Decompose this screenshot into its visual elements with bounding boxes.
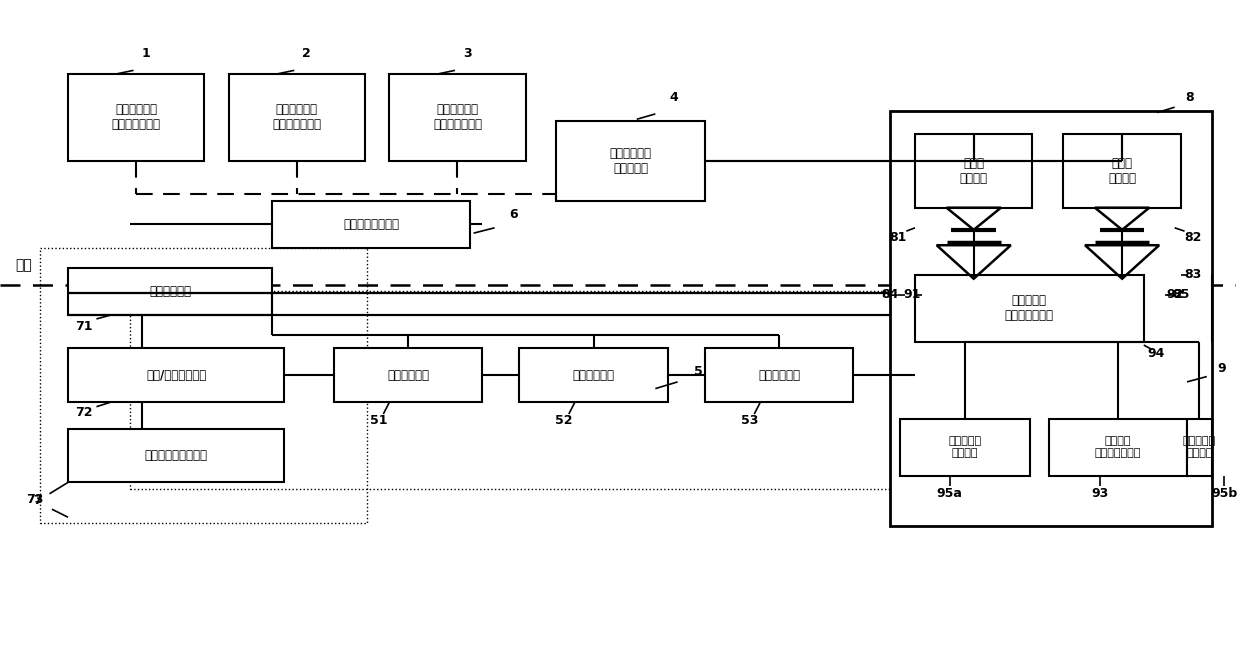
Bar (1064, 134, 1180, 208)
Bar (890, 111, 1211, 526)
Text: 地面电控面板
（水下办公室）: 地面电控面板 （水下办公室） (433, 103, 482, 131)
Bar (704, 348, 853, 402)
Bar (272, 201, 470, 248)
Bar (915, 134, 1033, 208)
Bar (915, 275, 1143, 342)
Text: 82: 82 (1184, 231, 1202, 245)
Bar (1202, 419, 1211, 476)
Text: 3: 3 (463, 47, 471, 60)
Text: 8: 8 (1185, 90, 1194, 104)
Bar (68, 429, 284, 482)
Text: 地面液压控制
及监测单元: 地面液压控制 及监测单元 (610, 147, 651, 175)
Bar (40, 248, 367, 523)
Text: 地面电控面板
（队长办公室）: 地面电控面板 （队长办公室） (273, 103, 321, 131)
Bar (900, 419, 1030, 476)
Text: 地面电控面板
（司钻遥控室）: 地面电控面板 （司钻遥控室） (112, 103, 160, 131)
Bar (1187, 419, 1211, 476)
Text: 95a: 95a (936, 487, 962, 500)
Text: 状态监控及反馈装置: 状态监控及反馈装置 (145, 449, 207, 462)
Bar (520, 348, 667, 402)
Text: 水下液压储能单元: 水下液压储能单元 (343, 218, 399, 231)
Text: 7: 7 (32, 494, 41, 507)
Bar (130, 291, 915, 489)
Text: 三级触发装置: 三级触发装置 (758, 369, 800, 382)
Text: 控制盒
（黄色）: 控制盒 （黄色） (960, 157, 988, 185)
Text: 51: 51 (370, 414, 387, 427)
Text: 81: 81 (889, 231, 906, 245)
Text: 海面: 海面 (15, 259, 31, 273)
Text: 功能测试装置: 功能测试装置 (149, 285, 191, 298)
Text: 闸板防喷器
锁紧装置: 闸板防喷器 锁紧装置 (1183, 436, 1216, 458)
Bar (68, 268, 272, 315)
Text: 52: 52 (556, 414, 573, 427)
Text: 95b: 95b (1211, 487, 1238, 500)
Bar (68, 348, 284, 402)
Text: 2: 2 (303, 47, 311, 60)
Text: 6: 6 (508, 208, 517, 221)
Text: 71: 71 (76, 320, 93, 333)
Text: 91: 91 (904, 288, 921, 302)
Text: 警戒/解除警戒装置: 警戒/解除警戒装置 (146, 369, 206, 382)
Text: 大尺寸管柱
剪切闸板防喷器: 大尺寸管柱 剪切闸板防喷器 (1004, 294, 1054, 322)
Text: 1: 1 (141, 47, 150, 60)
Text: 9: 9 (1218, 362, 1226, 375)
Bar (1049, 419, 1187, 476)
Text: 控制盒
（蓝色）: 控制盒 （蓝色） (1109, 157, 1136, 185)
Bar (228, 74, 365, 161)
Text: 94: 94 (1147, 347, 1164, 360)
Text: 93: 93 (1092, 487, 1109, 500)
Text: 73: 73 (26, 492, 43, 506)
Text: 5: 5 (694, 365, 703, 379)
Bar (557, 121, 704, 201)
Text: 一级触发装置: 一级触发装置 (387, 369, 429, 382)
Text: 83: 83 (1184, 268, 1202, 281)
Bar (334, 348, 482, 402)
Bar (389, 74, 526, 161)
Text: 4: 4 (670, 90, 678, 104)
Text: 普通管柱
剪切闸板防喷器: 普通管柱 剪切闸板防喷器 (1095, 436, 1141, 458)
Text: 53: 53 (740, 414, 758, 427)
Text: 二级触发装置: 二级触发装置 (573, 369, 615, 382)
Text: 72: 72 (76, 405, 93, 419)
Bar (68, 74, 205, 161)
Text: 闸板防喷器
锁紧装置: 闸板防喷器 锁紧装置 (949, 436, 982, 458)
Text: 92: 92 (1166, 288, 1183, 302)
Text: 85: 85 (1172, 288, 1189, 302)
Text: 84: 84 (882, 288, 899, 302)
